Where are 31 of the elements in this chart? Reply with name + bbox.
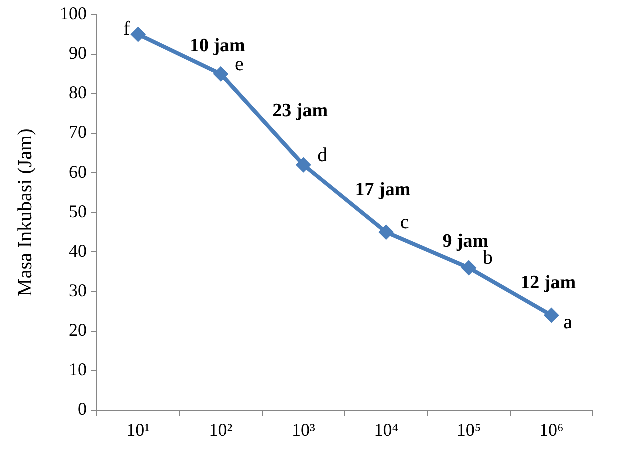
y-tick-label: 80	[69, 82, 87, 103]
y-tick-label: 70	[69, 122, 87, 142]
y-tick-label: 0	[78, 399, 87, 420]
x-tick-label: 10¹	[126, 420, 150, 440]
annotation: a	[564, 312, 573, 334]
y-tick-label: 50	[69, 201, 87, 222]
point	[214, 66, 228, 82]
x-tick-label: 10³	[292, 420, 316, 440]
point	[130, 27, 146, 42]
x-tick-label: 10²	[209, 420, 233, 440]
y-tick-label: 60	[69, 162, 87, 182]
y-tick-label: 30	[69, 280, 87, 300]
y-tick-label: 40	[69, 240, 87, 261]
y-tick-label: 90	[69, 43, 87, 64]
y-axis-title: Masa Inkubasi (Jam)	[14, 128, 36, 296]
point	[544, 308, 560, 323]
point	[378, 224, 394, 240]
annotation: c	[400, 212, 410, 234]
x-tick-label: 10⁵	[456, 420, 482, 440]
x-tick-label: 10⁴	[374, 420, 398, 440]
point	[296, 158, 312, 173]
point	[462, 260, 476, 276]
y-tick-label: 100	[60, 4, 87, 24]
annotation: 17 jam	[355, 180, 411, 201]
annotation: d	[318, 144, 328, 166]
annotation: f	[124, 18, 131, 40]
annotation: 23 jam	[272, 100, 328, 122]
annotation: 12 jam	[520, 272, 576, 294]
x-tick-label: 10⁶	[540, 420, 564, 440]
y-tick-label: 20	[69, 320, 87, 340]
y-tick-label: 10	[69, 360, 87, 380]
